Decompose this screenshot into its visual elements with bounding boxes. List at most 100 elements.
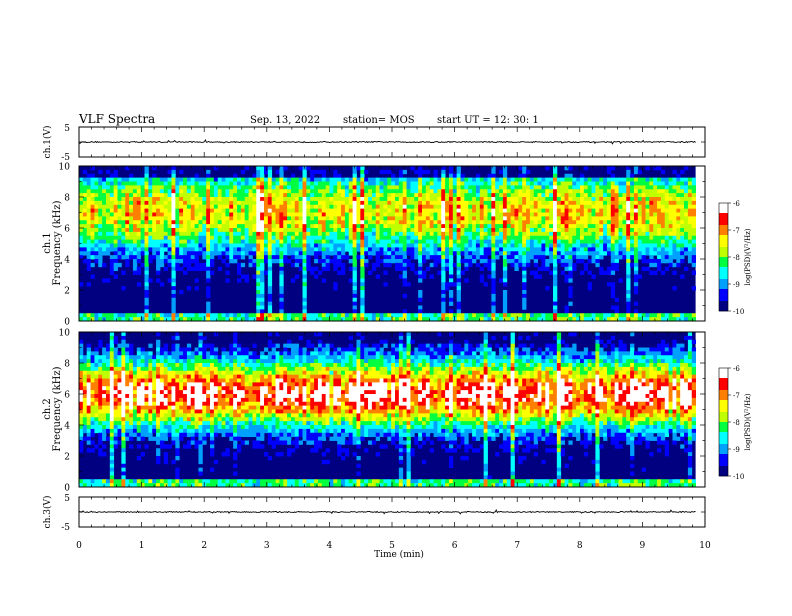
spectrogram-cell (210, 263, 214, 267)
spectrogram-cell (688, 216, 692, 220)
spectrogram-cell (256, 166, 260, 170)
spectrogram-cell (407, 213, 411, 217)
spectrogram-cell (449, 290, 453, 294)
spectrogram-cell (260, 298, 264, 302)
spectrogram-cell (156, 247, 160, 251)
start-ut-label: start UT = 12: 30: 1 (437, 115, 539, 126)
spectrogram-cell (407, 197, 411, 201)
spectrogram-cell (676, 213, 680, 217)
spectrogram-cell (121, 255, 125, 259)
spectrogram-cell (626, 232, 630, 236)
spectrogram-cell (364, 182, 368, 186)
spectrogram-cell (491, 197, 495, 201)
spectrogram-cell (468, 189, 472, 193)
spectrogram-cell (241, 182, 245, 186)
spectrogram-cell (168, 220, 172, 224)
spectrogram-cell (607, 251, 611, 255)
spectrogram-cell (391, 213, 395, 217)
spectrogram-cell (121, 189, 125, 193)
spectrogram-cell (229, 213, 233, 217)
spectrogram-cell (514, 263, 518, 267)
spectrogram-cell (449, 201, 453, 205)
spectrogram-cell (391, 259, 395, 263)
colorbar-cell (719, 267, 728, 269)
spectrogram-cell (83, 232, 87, 236)
colorbar-cell (719, 207, 728, 209)
spectrogram-cell (214, 228, 218, 232)
spectrogram-cell (484, 240, 488, 244)
spectrogram-cell (237, 271, 241, 275)
spectrogram-cell (356, 232, 360, 236)
spectrogram-cell (383, 193, 387, 197)
spectrogram-cell (611, 224, 615, 228)
spectrogram-cell (333, 228, 337, 232)
spectrogram-cell (680, 259, 684, 263)
spectrogram-cell (214, 216, 218, 220)
spectrogram-cell (672, 271, 676, 275)
frequency-tick-label: 4 (64, 256, 70, 266)
spectrogram-cell (87, 182, 91, 186)
spectrogram-cell (522, 278, 526, 282)
spectrogram-cell (534, 201, 538, 205)
spectrogram-cell (364, 236, 368, 240)
spectrogram-cell (445, 228, 449, 232)
spectrogram-cell (79, 429, 83, 433)
spectrogram-cell (98, 189, 102, 193)
spectrogram-cell (260, 302, 264, 306)
spectrogram-cell (87, 406, 91, 410)
colorbar-tick-label: -8 (733, 254, 740, 262)
spectrogram-cell (480, 251, 484, 255)
spectrogram-cell (179, 267, 183, 271)
spectrogram-cell (626, 275, 630, 279)
spectrogram-cell (603, 228, 607, 232)
spectrogram-cell (206, 255, 210, 259)
spectrogram-cell (214, 240, 218, 244)
spectrogram-cell (79, 251, 83, 255)
colorbar-cell (719, 259, 728, 261)
spectrogram-cell (688, 220, 692, 224)
spectrogram-cell (461, 193, 465, 197)
spectrogram-cell (114, 413, 118, 417)
spectrogram-cell (330, 313, 334, 317)
spectrogram-cell (661, 209, 665, 213)
ch2-spectrogram-image (79, 332, 696, 487)
spectrogram-cell (615, 178, 619, 182)
spectrogram-cell (87, 371, 91, 375)
spectrogram-cell (410, 189, 414, 193)
spectrogram-cell (518, 236, 522, 240)
spectrogram-cell (218, 220, 222, 224)
spectrogram-cell (268, 247, 272, 251)
colorbar-cell (719, 215, 728, 217)
spectrogram-cell (541, 201, 545, 205)
spectrogram-cell (195, 193, 199, 197)
spectrogram-cell (310, 244, 314, 248)
spectrogram-cell (206, 302, 210, 306)
spectrogram-cell (576, 216, 580, 220)
spectrogram-cell (202, 178, 206, 182)
spectrogram-cell (403, 255, 407, 259)
spectrogram-cell (121, 216, 125, 220)
spectrogram-cell (91, 359, 95, 363)
spectrogram-cell (171, 201, 175, 205)
spectrogram-cell (102, 197, 106, 201)
spectrogram-cell (252, 209, 256, 213)
spectrogram-cell (164, 244, 168, 248)
spectrogram-cell (356, 236, 360, 240)
spectrogram-cell (418, 240, 422, 244)
spectrogram-cell (121, 197, 125, 201)
spectrogram-cell (649, 247, 653, 251)
spectrogram-cell (283, 178, 287, 182)
spectrogram-cell (337, 178, 341, 182)
spectrogram-cell (661, 193, 665, 197)
spectrogram-cell (461, 271, 465, 275)
spectrogram-cell (488, 251, 492, 255)
spectrogram-cell (418, 205, 422, 209)
spectrogram-cell (557, 209, 561, 213)
spectrogram-cell (680, 247, 684, 251)
spectrogram-cell (303, 255, 307, 259)
spectrogram-cell (557, 236, 561, 240)
spectrogram-cell (437, 228, 441, 232)
spectrogram-cell (160, 182, 164, 186)
spectrogram-cell (306, 263, 310, 267)
spectrogram-cell (268, 220, 272, 224)
